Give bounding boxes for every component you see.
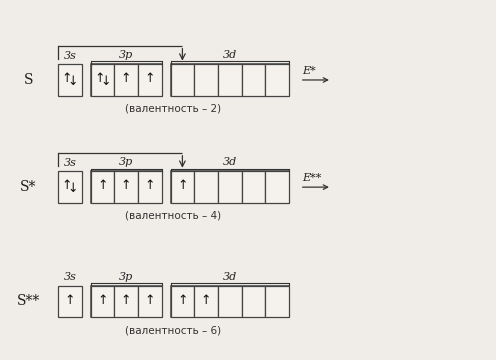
Bar — [91, 64, 115, 96]
Text: 3d: 3d — [223, 50, 237, 60]
Text: S**: S** — [17, 294, 40, 309]
Bar — [138, 64, 162, 96]
Text: ↓: ↓ — [100, 75, 111, 88]
Text: S: S — [24, 73, 33, 87]
Bar — [171, 64, 194, 96]
Bar — [58, 171, 82, 203]
Bar — [91, 171, 115, 203]
Text: ↑: ↑ — [97, 294, 108, 307]
Text: ↑: ↑ — [145, 72, 155, 85]
Text: 3s: 3s — [63, 158, 76, 168]
Bar — [218, 64, 242, 96]
Bar — [58, 286, 82, 317]
Text: ↑: ↑ — [201, 294, 211, 307]
Text: ↑: ↑ — [62, 179, 72, 192]
Text: 3p: 3p — [119, 272, 133, 282]
Bar — [242, 286, 265, 317]
Text: 3d: 3d — [223, 272, 237, 282]
Text: ↑: ↑ — [145, 294, 155, 307]
Bar — [171, 286, 289, 317]
Bar — [58, 64, 82, 96]
Bar — [218, 286, 242, 317]
Text: ↑: ↑ — [121, 72, 131, 85]
Text: S*: S* — [20, 180, 37, 194]
Bar — [194, 171, 218, 203]
Text: (валентность – 4): (валентность – 4) — [125, 211, 222, 221]
Bar — [91, 171, 162, 203]
Text: ↑: ↑ — [145, 179, 155, 192]
Text: E*: E* — [302, 66, 315, 76]
Bar — [138, 286, 162, 317]
Bar — [115, 171, 138, 203]
Bar — [171, 64, 289, 96]
Text: ↑: ↑ — [97, 179, 108, 192]
Bar — [171, 171, 289, 203]
Bar — [138, 171, 162, 203]
Text: ↑: ↑ — [64, 294, 75, 307]
Bar — [115, 286, 138, 317]
Bar — [265, 171, 289, 203]
Text: ↑: ↑ — [177, 179, 187, 192]
Text: (валентность – 2): (валентность – 2) — [125, 104, 222, 113]
Text: ↑: ↑ — [121, 294, 131, 307]
Text: 3s: 3s — [63, 272, 76, 282]
Bar — [91, 64, 162, 96]
Bar — [91, 286, 162, 317]
Bar — [242, 171, 265, 203]
Text: ↓: ↓ — [68, 75, 78, 88]
Bar — [171, 286, 194, 317]
Bar — [265, 64, 289, 96]
Text: ↑: ↑ — [121, 179, 131, 192]
Bar — [218, 171, 242, 203]
Bar — [115, 64, 138, 96]
Text: ↑: ↑ — [94, 72, 105, 85]
Bar — [242, 64, 265, 96]
Text: ↑: ↑ — [177, 294, 187, 307]
Text: ↑: ↑ — [62, 72, 72, 85]
Text: 3p: 3p — [119, 50, 133, 60]
Text: 3d: 3d — [223, 157, 237, 167]
Text: (валентность – 6): (валентность – 6) — [125, 325, 222, 335]
Bar — [265, 286, 289, 317]
Text: 3s: 3s — [63, 51, 76, 61]
Bar — [91, 286, 115, 317]
Bar — [171, 171, 194, 203]
Text: E**: E** — [302, 173, 321, 183]
Text: 3p: 3p — [119, 157, 133, 167]
Bar — [194, 64, 218, 96]
Text: ↓: ↓ — [68, 182, 78, 195]
Bar — [194, 286, 218, 317]
